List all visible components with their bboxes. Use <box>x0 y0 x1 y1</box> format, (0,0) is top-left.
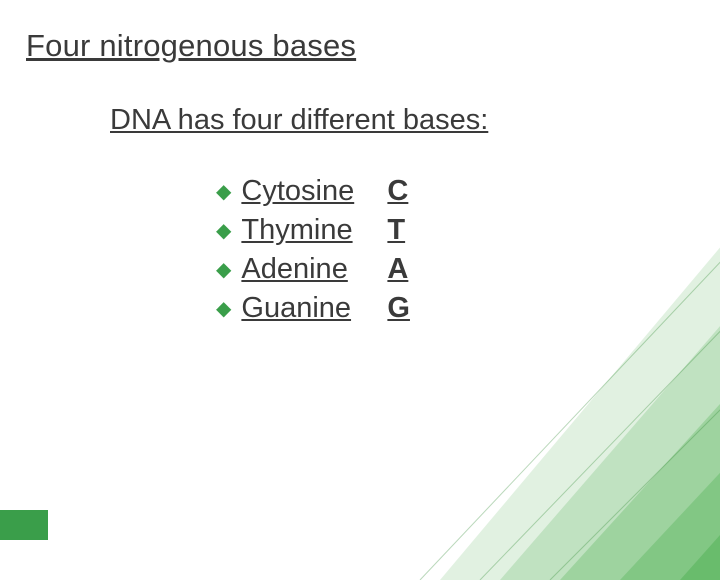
slide-content: Four nitrogenous bases DNA has four diff… <box>0 0 720 325</box>
bullet-icon: ◆ <box>216 179 231 204</box>
accent-bar <box>0 510 48 540</box>
base-name: Adenine <box>241 253 387 286</box>
base-name: Thymine <box>241 214 387 247</box>
bullet-icon: ◆ <box>216 296 231 321</box>
bases-list: ◆ Cytosine C ◆ Thymine T ◆ Adenine A ◆ G… <box>216 175 694 325</box>
slide-title: Four nitrogenous bases <box>26 28 694 64</box>
base-letter: T <box>387 214 405 247</box>
base-name: Cytosine <box>241 175 387 208</box>
list-item: ◆ Cytosine C <box>216 175 694 208</box>
base-letter: A <box>387 253 408 286</box>
base-name: Guanine <box>241 292 387 325</box>
list-item: ◆ Thymine T <box>216 214 694 247</box>
list-item: ◆ Adenine A <box>216 253 694 286</box>
slide-subtitle: DNA has four different bases: <box>110 104 694 137</box>
bullet-icon: ◆ <box>216 218 231 243</box>
base-letter: C <box>387 175 408 208</box>
bullet-icon: ◆ <box>216 257 231 282</box>
list-item: ◆ Guanine G <box>216 292 694 325</box>
base-letter: G <box>387 292 410 325</box>
